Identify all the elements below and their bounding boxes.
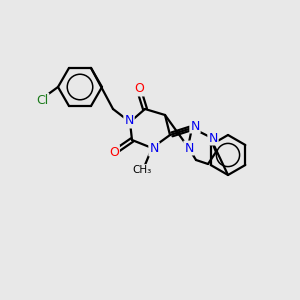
Text: N: N bbox=[190, 119, 200, 133]
Text: O: O bbox=[134, 82, 144, 95]
Text: N: N bbox=[124, 115, 134, 128]
Text: CH₃: CH₃ bbox=[132, 165, 152, 175]
Text: Cl: Cl bbox=[36, 94, 48, 107]
Text: N: N bbox=[184, 142, 194, 154]
Text: N: N bbox=[149, 142, 159, 155]
Text: O: O bbox=[109, 146, 119, 158]
Text: N: N bbox=[208, 131, 218, 145]
